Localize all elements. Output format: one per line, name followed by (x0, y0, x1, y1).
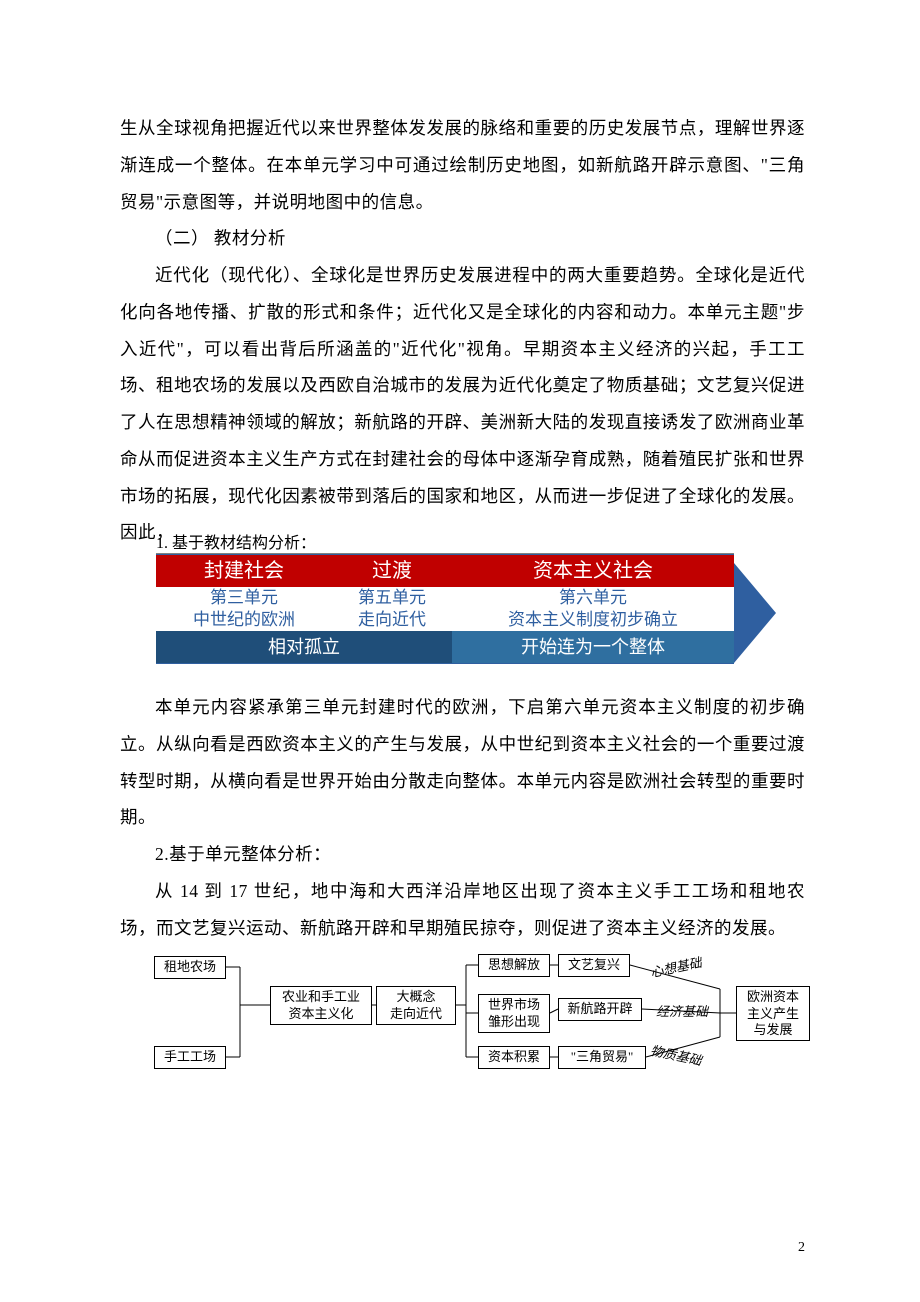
structure-row-units: 第三单元中世纪的欧洲第五单元走向近代第六单元资本主义制度初步确立 (156, 587, 734, 631)
unit-cell: 第三单元中世纪的欧洲 (156, 587, 332, 631)
unit-cell: 第五单元走向近代 (332, 587, 452, 631)
paragraph-after-num2: 从 14 到 17 世纪，地中海和大西洋沿岸地区出现了资本主义手工工场和租地农场… (120, 873, 805, 947)
paragraph-top: 生从全球视角把握近代以来世界整体发发展的脉络和重要的历史发展节点，理解世界逐渐连… (120, 110, 805, 220)
unit-cell: 第六单元资本主义制度初步确立 (452, 587, 734, 631)
page-number: 2 (798, 1233, 805, 1262)
era-cell: 过渡 (332, 555, 452, 587)
concept-connectors (140, 946, 820, 1076)
connectivity-cell: 开始连为一个整体 (452, 631, 734, 663)
connectivity-cell: 相对孤立 (156, 631, 452, 663)
arrow-head (734, 563, 776, 663)
paragraph-analysis: 近代化（现代化）、全球化是世界历史发展进程中的两大重要趋势。全球化是近代化向各地… (120, 257, 805, 551)
concept-map: 租地农场手工工场农业和手工业资本主义化大概念走向近代思想解放世界市场雏形出现资本… (140, 946, 820, 1076)
document-page: 生从全球视角把握近代以来世界整体发发展的脉络和重要的历史发展节点，理解世界逐渐连… (0, 0, 920, 1302)
heading-unit-analysis: 2.基于单元整体分析： (120, 836, 805, 873)
structure-row-era: 封建社会过渡资本主义社会 (156, 555, 734, 587)
era-cell: 资本主义社会 (452, 555, 734, 587)
era-cell: 封建社会 (156, 555, 332, 587)
heading-material-analysis: （二） 教材分析 (120, 220, 805, 257)
paragraph-after-diagram1: 本单元内容紧承第三单元封建时代的欧洲，下启第六单元资本主义制度的初步确立。从纵向… (120, 689, 805, 836)
structure-diagram: 1. 基于教材结构分析： 封建社会过渡资本主义社会 第三单元中世纪的欧洲第五单元… (156, 553, 776, 671)
structure-row-connectivity: 相对孤立开始连为一个整体 (156, 631, 734, 663)
